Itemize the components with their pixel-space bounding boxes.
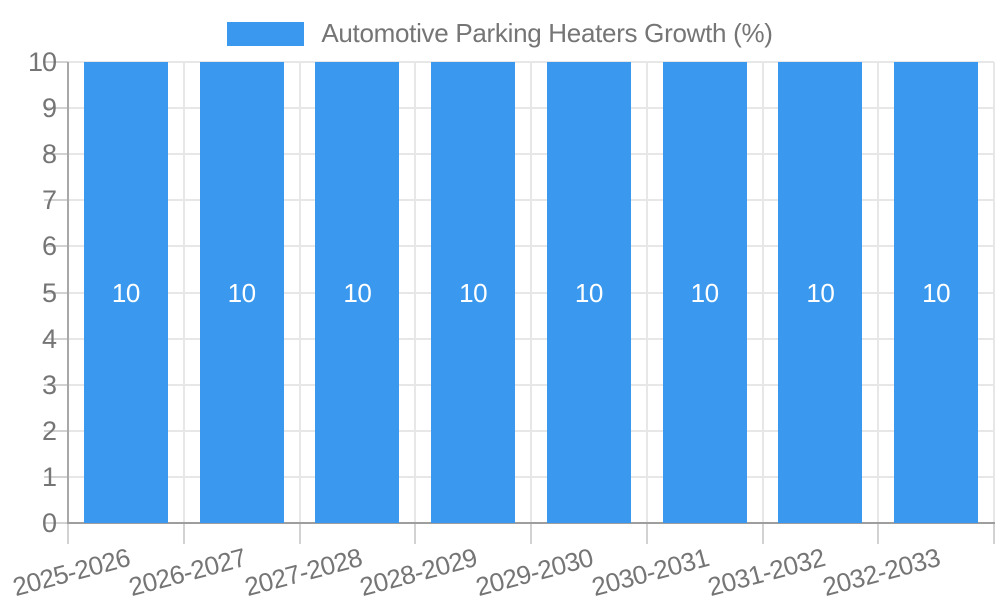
legend-swatch[interactable] [227, 21, 305, 46]
x-axis-line [67, 522, 995, 524]
y-axis-tick-label: 6 [41, 231, 57, 262]
gridline-vertical [761, 62, 764, 523]
x-axis-tick [761, 523, 764, 544]
y-axis-tick [44, 61, 68, 63]
y-axis-tick [44, 245, 68, 248]
gridline-vertical [182, 62, 185, 523]
bar-2031-2032[interactable]: 10 [778, 62, 863, 523]
y-axis-tick [44, 291, 68, 294]
x-axis-tick-label: 2030-2031 [588, 542, 712, 602]
bar-2032-2033[interactable]: 10 [894, 62, 979, 523]
legend-label[interactable]: Automotive Parking Heaters Growth (%) [321, 18, 773, 48]
bar-2025-2026[interactable]: 10 [83, 62, 168, 523]
x-axis-tick-label: 2026-2027 [125, 542, 249, 602]
gridline-vertical [993, 62, 995, 523]
y-axis-tick-label: 0 [41, 508, 57, 538]
y-axis-tick-label: 3 [41, 369, 57, 400]
y-axis-tick [44, 337, 68, 340]
y-axis-tick-label: 8 [41, 139, 57, 170]
y-axis-tick-label: 10 [27, 47, 57, 77]
x-axis-tick [877, 523, 880, 544]
bar-value-label: 10 [806, 277, 835, 308]
x-axis-tick-label: 2032-2033 [819, 542, 944, 602]
bar-2026-2027[interactable]: 10 [199, 62, 284, 523]
x-axis-tick-label: 2028-2029 [356, 542, 481, 602]
gridline-vertical [530, 62, 532, 523]
bar-value-label: 10 [459, 277, 488, 308]
y-axis-tick-label: 1 [41, 461, 57, 492]
bar-2028-2029[interactable]: 10 [431, 62, 516, 523]
x-axis-tick [298, 523, 301, 544]
bar-value-label: 10 [922, 277, 951, 308]
y-axis-tick-label: 4 [41, 323, 57, 354]
bar-2030-2031[interactable]: 10 [662, 62, 747, 523]
gridline-vertical [645, 62, 648, 523]
y-axis-tick [44, 153, 68, 156]
y-axis-tick [44, 199, 68, 202]
x-axis-tick [993, 523, 995, 544]
x-axis-tick-label: 2025-2026 [9, 542, 134, 602]
gridline-vertical [298, 62, 301, 523]
legend[interactable]: Automotive Parking Heaters Growth (%) [0, 18, 1000, 49]
y-axis-tick [44, 429, 68, 432]
x-axis-tick [645, 523, 648, 544]
x-axis-tick-label: 2027-2028 [241, 542, 365, 602]
y-axis-tick-label: 5 [41, 277, 57, 308]
x-axis-tick-label: 2029-2030 [472, 542, 597, 602]
y-axis-tick [44, 522, 68, 524]
x-axis-tick [182, 523, 185, 544]
bar-value-label: 10 [111, 277, 140, 308]
y-axis-tick [44, 107, 68, 110]
y-axis-tick-label: 9 [41, 93, 57, 124]
y-axis-tick-label: 7 [41, 185, 57, 216]
bar-2029-2030[interactable]: 10 [546, 62, 631, 523]
x-axis-tick [67, 523, 69, 544]
y-axis-tick [44, 383, 68, 386]
x-axis-tick [530, 523, 532, 544]
bar-2027-2028[interactable]: 10 [315, 62, 400, 523]
bar-value-label: 10 [343, 277, 372, 308]
y-axis-tick-label: 2 [41, 415, 57, 446]
x-axis-tick [414, 523, 417, 544]
gridline-vertical [414, 62, 417, 523]
bar-value-label: 10 [227, 277, 256, 308]
y-axis-line [67, 62, 69, 523]
y-axis-tick [44, 475, 68, 478]
bar-value-label: 10 [574, 277, 603, 308]
bar-value-label: 10 [690, 277, 719, 308]
x-axis-tick-label: 2031-2032 [704, 542, 828, 602]
gridline-vertical [877, 62, 880, 523]
